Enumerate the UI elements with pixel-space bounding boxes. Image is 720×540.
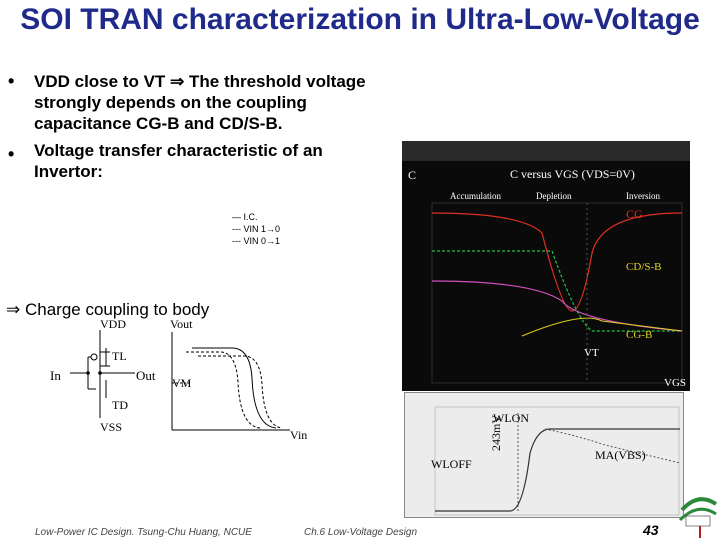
bullet-marker: • [8, 71, 15, 91]
waveform-panel: WLON WLOFF 243mV MA(VBS) [404, 392, 684, 518]
cdsb-label: CD/S-B [626, 261, 662, 273]
out-label: Out [136, 368, 156, 383]
legend-ic: — I.C. [232, 212, 258, 222]
bullet-text: VDD close to VT ⇒ The threshold voltage … [34, 72, 366, 133]
region-accumulation: Accumulation [450, 191, 501, 201]
c-axis-label: C [408, 168, 417, 182]
in-label: In [50, 368, 61, 383]
td-label: TD [112, 398, 128, 412]
vtc-legend: — I.C. --- VIN 1→0 --- VIN 0→1 [232, 211, 280, 247]
cg-label: CG [626, 207, 643, 221]
cv-plot-panel: C C versus VGS (VDS=0V) Accumulation Dep… [402, 141, 690, 391]
waveform-curves [434, 406, 681, 516]
legend-vin-01: --- VIN 0→1 [232, 236, 281, 246]
slide-title: SOI TRAN characterization in Ultra-Low-V… [20, 3, 700, 36]
region-depletion: Depletion [536, 191, 572, 201]
tl-label: TL [112, 349, 127, 363]
legend-vin-10: --- VIN 1→0 [232, 224, 281, 234]
bullet-text: Voltage transfer characteristic of an In… [34, 141, 323, 181]
vt-label: VT [584, 347, 599, 359]
university-logo-icon [678, 497, 718, 538]
cv-plot-title: C versus VGS (VDS=0V) [510, 167, 635, 181]
plot-toolbar [402, 141, 690, 161]
bullet-marker: • [8, 144, 15, 164]
footer-left: Low-Power IC Design. Tsung-Chu Huang, NC… [35, 527, 252, 538]
vss-label: VSS [100, 420, 123, 434]
region-inversion: Inversion [626, 191, 660, 201]
wl-off-label: WLOFF [431, 457, 472, 471]
page-number: 43 [643, 522, 659, 538]
footer-center: Ch.6 Low-Voltage Design [304, 527, 418, 538]
vout-label: Vout [170, 317, 193, 331]
vdd-label: VDD [100, 317, 126, 331]
ma-label: MA(VBS) [595, 448, 646, 462]
coupling-heading: ⇒ Charge coupling to body [6, 300, 210, 319]
delta-label: 243mV [489, 415, 503, 451]
vgs-label: VGS [664, 377, 687, 389]
vm-label: VM [172, 376, 192, 390]
wl-on-label: WLON [493, 411, 529, 425]
vin-label: Vin [290, 428, 308, 442]
inverter-schematic [70, 330, 290, 431]
cgb-label: CG-B [626, 329, 653, 341]
cv-curves [431, 202, 683, 384]
